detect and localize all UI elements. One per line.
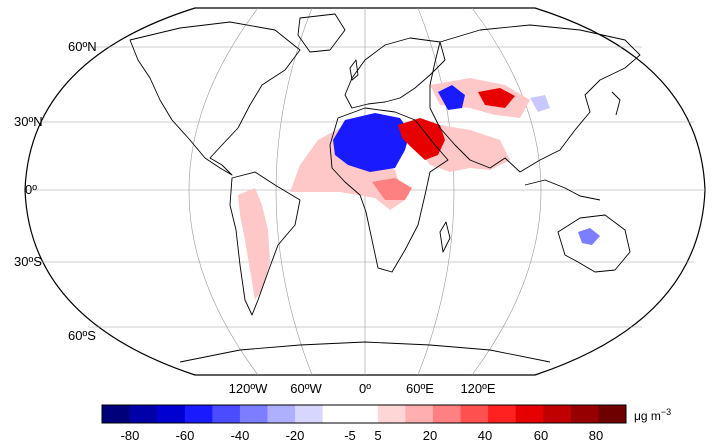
colorbar-swatch (212, 405, 241, 423)
coast-greenland (297, 13, 346, 53)
coast-europe (344, 37, 446, 109)
colorbar-swatch (432, 405, 461, 423)
lon-label-60e: 60ºE (406, 381, 434, 396)
lat-label-30n: 30ºN (14, 114, 43, 129)
anomaly-iran-positive (478, 88, 515, 108)
coast-uk (349, 59, 359, 81)
lon-line-60e (417, 7, 455, 376)
coast-madagascar (439, 221, 451, 253)
lat-label-30s: 30ºS (14, 254, 42, 269)
coast-asia (429, 24, 641, 173)
coast-japan (611, 91, 621, 116)
anomaly-middle-east-negative (438, 85, 465, 110)
map-frame (24, 7, 706, 376)
anomaly-east-asia-negative (530, 95, 550, 112)
anomaly-arabia-positive (398, 118, 445, 160)
colorbar-swatch (377, 405, 406, 423)
coast-australia (557, 214, 631, 273)
colorbar-swatch (322, 405, 351, 423)
colorbar-tick-label: -20 (286, 428, 305, 443)
colorbar-tick-label: -40 (231, 428, 250, 443)
colorbar-tick-label: 80 (589, 428, 603, 443)
colorbar-unit-prefix: μg m (634, 409, 661, 423)
colorbar-tick-label: -80 (121, 428, 140, 443)
colorbar-tick-label: 5 (374, 428, 381, 443)
lon-label-60w: 60ºW (290, 381, 322, 396)
lon-label-0: 0º (359, 381, 371, 396)
coast-north-america (129, 21, 301, 176)
colorbar-swatch (515, 405, 544, 423)
colorbar-unit-exponent: −3 (661, 407, 671, 417)
colorbar-swatch (102, 405, 130, 423)
colorbar-tick-label: 60 (534, 428, 548, 443)
coast-antarctica (179, 341, 551, 363)
colorbar-swatch (350, 405, 379, 423)
anomaly-atlantic-plume (290, 128, 405, 210)
lat-label-60s: 60ºS (68, 328, 96, 343)
coastlines (129, 13, 641, 363)
lat-label-0: 0º (25, 182, 37, 197)
latitude-labels: 60ºN 30ºN 0º 30ºS 60ºS (14, 39, 97, 343)
colorbar-tick-label: -5 (344, 428, 356, 443)
colorbar-tick-label: 20 (423, 428, 437, 443)
colorbar-unit: μg m−3 (634, 407, 671, 423)
colorbar: -80 -60 -40 -20 -5 5 20 40 60 80 μg m−3 (101, 404, 671, 443)
colorbar-tick-label: -60 (176, 428, 195, 443)
coast-indonesia (524, 179, 601, 201)
anomaly-australia-negative (578, 228, 600, 245)
anomaly-africa-belt (372, 178, 412, 200)
colorbar-swatch (488, 405, 517, 423)
colorbar-swatch (157, 405, 186, 423)
lat-label-60n: 60ºN (68, 39, 97, 54)
colorbar-swatch (267, 405, 296, 423)
colorbar-swatch (405, 405, 434, 423)
colorbar-swatch (543, 405, 572, 423)
longitude-labels: 120ºW 60ºW 0º 60ºE 120ºE (229, 381, 496, 396)
lon-label-120w: 120ºW (229, 381, 268, 396)
anomaly-field (238, 78, 600, 300)
colorbar-swatches (102, 405, 627, 423)
colorbar-tick-label: 40 (478, 428, 492, 443)
lon-line-120e (471, 7, 542, 376)
colorbar-swatch (570, 405, 599, 423)
colorbar-swatch (184, 405, 213, 423)
colorbar-tick-labels: -80 -60 -40 -20 -5 5 20 40 60 80 (121, 428, 604, 443)
lon-line-120w (188, 7, 259, 376)
anomaly-sahara-negative (333, 113, 410, 172)
lon-label-120e: 120ºE (460, 381, 495, 396)
coast-south-america (229, 171, 301, 316)
anomaly-south-america (238, 188, 270, 300)
colorbar-swatch (460, 405, 489, 423)
colorbar-swatch (239, 405, 268, 423)
coast-africa (329, 107, 449, 273)
colorbar-swatch (295, 405, 324, 423)
colorbar-frame (101, 404, 627, 424)
colorbar-swatch (129, 405, 158, 423)
colorbar-swatch (598, 405, 627, 423)
